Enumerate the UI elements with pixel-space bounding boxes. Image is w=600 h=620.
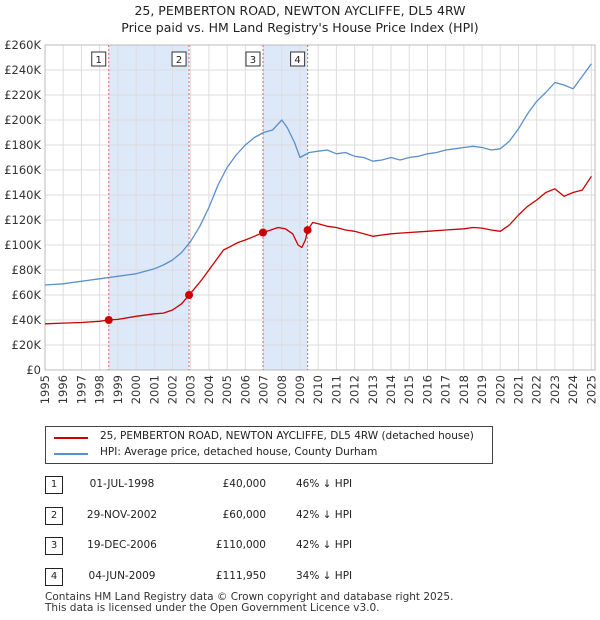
x-tick-label: 2011	[329, 375, 343, 404]
x-tick-label: 2010	[311, 375, 325, 404]
plot-border	[44, 44, 596, 371]
x-tick-label: 1995	[38, 375, 52, 404]
legend-label-hpi: HPI: Average price, detached house, Coun…	[100, 446, 378, 458]
x-tick-label: 2015	[402, 375, 416, 404]
footer-copyright: Contains HM Land Registry data © Crown c…	[45, 591, 454, 603]
legend-swatch-hpi	[54, 453, 88, 455]
sale-point	[258, 228, 267, 237]
y-tick-label: £140K	[4, 188, 41, 202]
x-tick-label: 1998	[93, 375, 107, 404]
row-price: £60,000	[222, 509, 266, 521]
y-tick-label: £160K	[4, 163, 41, 177]
x-tick-label: 2020	[493, 375, 507, 404]
y-tick-label: £100K	[4, 238, 41, 252]
x-tick-label: 2018	[457, 375, 471, 404]
legend-label-property: 25, PEMBERTON ROAD, NEWTON AYCLIFFE, DL5…	[100, 430, 474, 442]
row-price: £40,000	[222, 478, 266, 490]
x-tick-label: 2016	[420, 375, 434, 404]
row-date: 01-JUL-1998	[89, 478, 155, 490]
marker-label: 1	[96, 55, 102, 66]
x-tick-label: 2014	[384, 375, 398, 404]
x-tick-label: 2009	[293, 375, 307, 404]
y-tick-label: £20K	[12, 338, 42, 352]
x-tick-label: 2006	[238, 375, 252, 404]
y-tick-label: £0	[26, 363, 41, 377]
sale-point	[185, 291, 194, 299]
y-tick-label: £60K	[12, 288, 42, 302]
x-tick-label: 2021	[512, 375, 526, 404]
x-tick-label: 2007	[257, 375, 271, 404]
row-number-box: 3	[45, 537, 63, 555]
sale-point	[303, 226, 312, 235]
x-tick-label: 2004	[202, 375, 216, 404]
x-tick-label: 1999	[111, 375, 125, 404]
x-tick-label: 2022	[530, 375, 544, 404]
y-tick-label: £220K	[4, 88, 41, 102]
row-price: £110,000	[215, 539, 266, 551]
marker-label: 3	[250, 55, 256, 66]
x-tick-label: 2005	[220, 375, 234, 404]
x-tick-label: 2008	[275, 375, 289, 404]
marker-box	[290, 51, 306, 67]
sale-point	[104, 316, 113, 324]
row-hpi: 34% ↓ HPI	[296, 570, 353, 582]
x-tick-label: 2025	[584, 375, 598, 404]
x-tick-label: 2002	[165, 375, 179, 404]
x-tick-label: 2013	[366, 375, 380, 404]
row-hpi: 42% ↓ HPI	[296, 539, 353, 551]
y-tick-label: £260K	[4, 38, 41, 52]
x-tick-label: 1997	[74, 375, 88, 404]
x-tick-label: 2023	[548, 375, 562, 404]
x-tick-label: 2003	[184, 375, 198, 404]
x-tick-label: 2017	[439, 375, 453, 404]
hpi-line	[44, 63, 592, 286]
y-tick-label: £180K	[4, 138, 41, 152]
row-hpi: 42% ↓ HPI	[296, 509, 353, 521]
marker-box	[91, 51, 107, 67]
shaded-period	[108, 45, 190, 370]
x-tick-label: 1996	[56, 375, 70, 404]
chart-title: 25, PEMBERTON ROAD, NEWTON AYCLIFFE, DL5…	[134, 3, 466, 18]
chart-subtitle: Price paid vs. HM Land Registry's House …	[121, 20, 479, 35]
row-hpi: 46% ↓ HPI	[296, 478, 353, 490]
row-price: £111,950	[215, 570, 266, 582]
price-chart: £0 £20K £40K £60K £80K £100K £120K £140K £160K £1…	[4, 38, 598, 404]
footer-license: This data is licensed under the Open Gov…	[45, 602, 380, 614]
row-number-box: 4	[45, 568, 63, 586]
marker-box	[245, 51, 261, 67]
row-date: 19-DEC-2006	[87, 539, 157, 551]
table-row: 1 01-JUL-1998 £40,000 46% ↓ HPI	[0, 474, 600, 494]
row-date: 29-NOV-2002	[86, 509, 158, 521]
x-tick-label: 2000	[129, 375, 143, 404]
x-tick-label: 2012	[348, 375, 362, 404]
legend-swatch-property	[54, 437, 88, 439]
marker-label: 2	[176, 55, 182, 66]
y-tick-label: £200K	[4, 113, 41, 127]
y-tick-label: £240K	[4, 63, 41, 77]
table-row: 2 29-NOV-2002 £60,000 42% ↓ HPI	[0, 505, 600, 525]
row-number-box: 1	[45, 476, 63, 494]
table-row: 4 04-JUN-2009 £111,950 34% ↓ HPI	[0, 566, 600, 586]
x-tick-label: 2019	[475, 375, 489, 404]
x-tick-label: 2001	[147, 375, 161, 404]
y-tick-label: £120K	[4, 213, 41, 227]
row-number-box: 2	[45, 507, 63, 525]
row-date: 04-JUN-2009	[88, 570, 156, 582]
y-tick-label: £40K	[12, 313, 42, 327]
legend: 25, PEMBERTON ROAD, NEWTON AYCLIFFE, DL5…	[45, 426, 493, 464]
table-row: 3 19-DEC-2006 £110,000 42% ↓ HPI	[0, 535, 600, 555]
marker-box	[171, 51, 187, 67]
y-tick-label: £80K	[12, 263, 42, 277]
shaded-period	[262, 45, 308, 370]
x-tick-label: 2024	[566, 375, 580, 404]
marker-label: 4	[294, 55, 300, 66]
